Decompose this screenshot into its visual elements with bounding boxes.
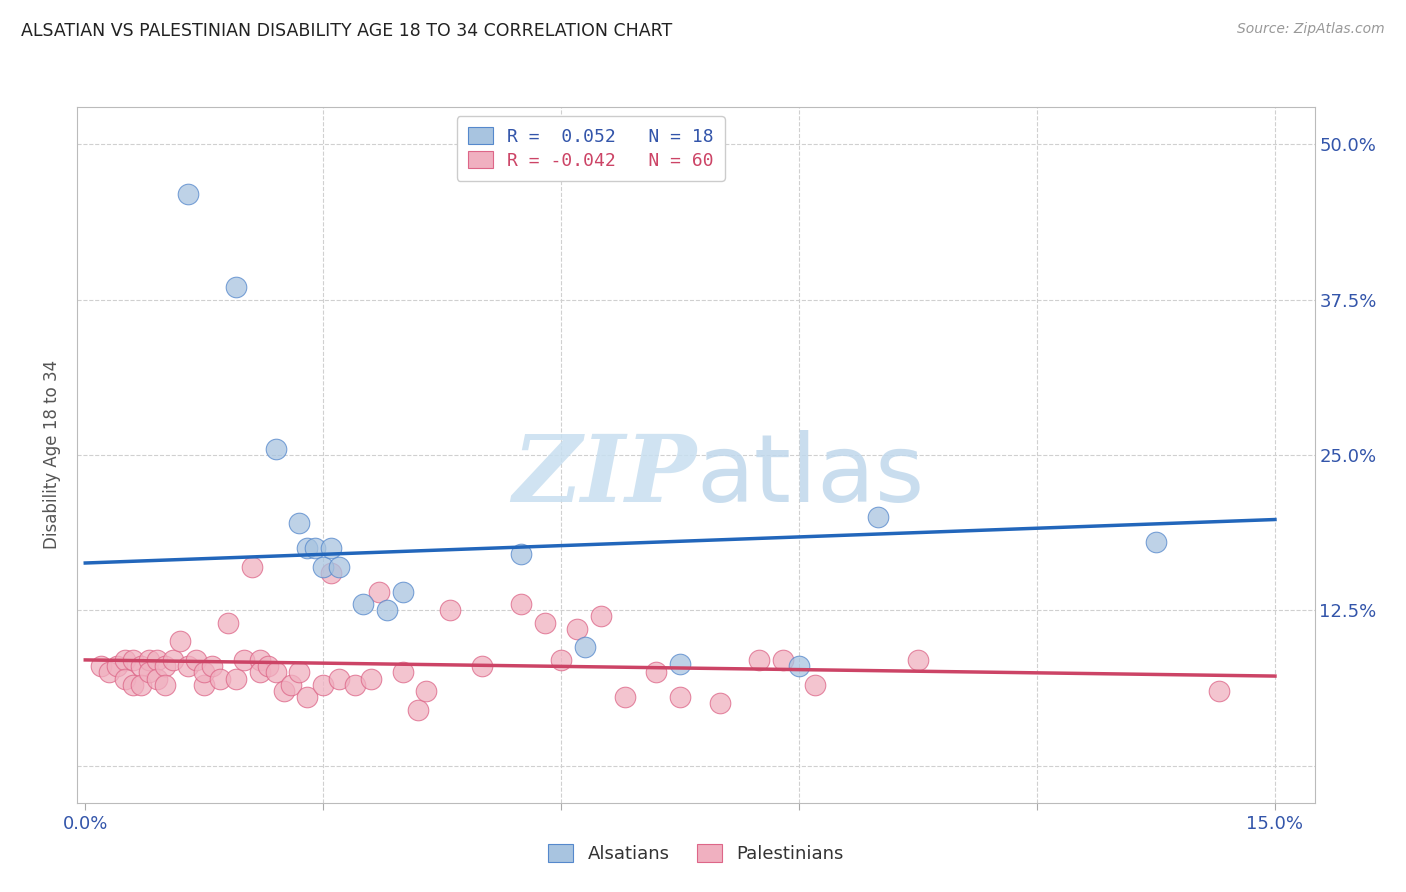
- Legend: Alsatians, Palestinians: Alsatians, Palestinians: [541, 837, 851, 871]
- Text: Source: ZipAtlas.com: Source: ZipAtlas.com: [1237, 22, 1385, 37]
- Point: [510, 597, 533, 611]
- Point: [153, 678, 176, 692]
- Text: atlas: atlas: [696, 430, 924, 522]
- Point: [177, 187, 200, 202]
- Point: [439, 603, 461, 617]
- Point: [589, 609, 612, 624]
- Point: [787, 659, 810, 673]
- Point: [249, 665, 271, 680]
- Point: [1208, 684, 1230, 698]
- Point: [145, 672, 167, 686]
- Point: [304, 541, 326, 555]
- Point: [169, 634, 191, 648]
- Point: [264, 665, 287, 680]
- Point: [669, 690, 692, 705]
- Point: [645, 665, 668, 680]
- Point: [129, 678, 152, 692]
- Point: [748, 653, 770, 667]
- Point: [510, 547, 533, 561]
- Point: [550, 653, 572, 667]
- Point: [114, 653, 136, 667]
- Point: [669, 657, 692, 671]
- Point: [352, 597, 374, 611]
- Point: [98, 665, 121, 680]
- Point: [193, 665, 215, 680]
- Point: [408, 703, 430, 717]
- Point: [105, 659, 128, 673]
- Point: [273, 684, 295, 698]
- Point: [177, 659, 200, 673]
- Point: [574, 640, 596, 655]
- Point: [367, 584, 389, 599]
- Point: [193, 678, 215, 692]
- Point: [201, 659, 224, 673]
- Point: [186, 653, 208, 667]
- Point: [391, 665, 413, 680]
- Point: [145, 653, 167, 667]
- Point: [209, 672, 232, 686]
- Point: [225, 672, 247, 686]
- Point: [343, 678, 366, 692]
- Point: [772, 653, 794, 667]
- Point: [138, 653, 160, 667]
- Y-axis label: Disability Age 18 to 34: Disability Age 18 to 34: [44, 360, 62, 549]
- Point: [709, 697, 731, 711]
- Point: [297, 690, 319, 705]
- Point: [328, 559, 350, 574]
- Point: [90, 659, 112, 673]
- Point: [121, 678, 143, 692]
- Point: [249, 653, 271, 667]
- Point: [297, 541, 319, 555]
- Point: [534, 615, 557, 630]
- Point: [138, 665, 160, 680]
- Point: [121, 653, 143, 667]
- Point: [328, 672, 350, 686]
- Point: [321, 541, 343, 555]
- Point: [321, 566, 343, 580]
- Point: [280, 678, 302, 692]
- Point: [288, 665, 311, 680]
- Point: [312, 678, 335, 692]
- Point: [471, 659, 494, 673]
- Point: [225, 280, 247, 294]
- Point: [907, 653, 929, 667]
- Point: [360, 672, 382, 686]
- Point: [114, 672, 136, 686]
- Point: [129, 659, 152, 673]
- Point: [1144, 534, 1167, 549]
- Point: [415, 684, 437, 698]
- Point: [288, 516, 311, 531]
- Point: [240, 559, 263, 574]
- Point: [391, 584, 413, 599]
- Point: [153, 659, 176, 673]
- Point: [256, 659, 278, 673]
- Point: [868, 510, 890, 524]
- Point: [217, 615, 239, 630]
- Point: [804, 678, 827, 692]
- Point: [565, 622, 588, 636]
- Point: [312, 559, 335, 574]
- Point: [264, 442, 287, 456]
- Point: [162, 653, 184, 667]
- Text: ZIP: ZIP: [512, 431, 696, 521]
- Point: [613, 690, 636, 705]
- Point: [375, 603, 398, 617]
- Point: [232, 653, 254, 667]
- Text: ALSATIAN VS PALESTINIAN DISABILITY AGE 18 TO 34 CORRELATION CHART: ALSATIAN VS PALESTINIAN DISABILITY AGE 1…: [21, 22, 672, 40]
